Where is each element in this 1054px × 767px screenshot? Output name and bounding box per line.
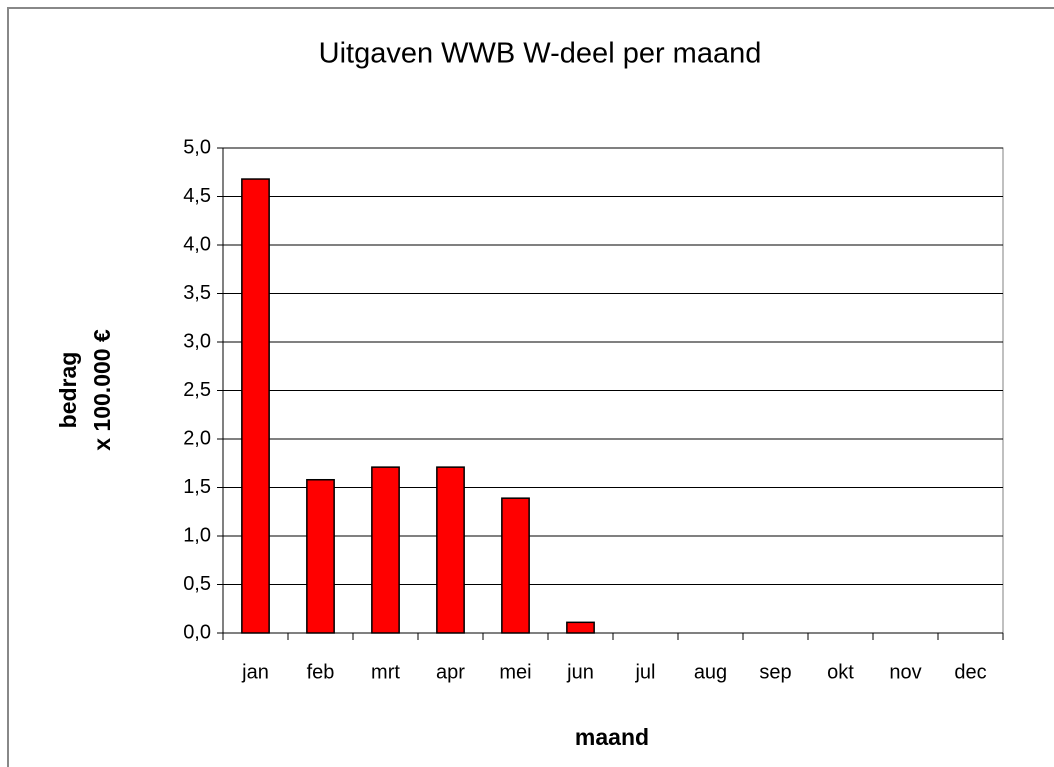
y-tick-label: 0,5 [183,573,211,595]
x-tick-label: apr [436,661,465,683]
x-tick-label: nov [889,661,921,683]
bar [501,497,530,634]
x-axis-label: maand [575,724,649,750]
y-axis-label-line: x 100.000 € [89,329,115,451]
y-tick-label: 1,5 [183,476,211,498]
x-tick-label: feb [307,661,335,683]
y-tick-label: 5,0 [183,136,211,158]
chart-title: Uitgaven WWB W-deel per maand [319,38,762,70]
y-tick-label: 2,5 [183,379,211,401]
y-tick-label: 2,0 [183,427,211,449]
x-tick-label: mei [499,661,531,683]
x-tick-label: mrt [371,661,400,683]
x-tick-label: dec [954,661,986,683]
y-tick-label: 4,0 [183,233,211,255]
x-tick-label: okt [827,661,854,683]
x-tick-label: jan [241,661,269,683]
bar [241,178,270,634]
y-tick-label: 4,5 [183,185,211,207]
bar [371,466,400,634]
y-tick-label: 3,0 [183,330,211,352]
bar [306,478,335,634]
x-tick-label: jun [566,661,594,683]
x-tick-label: jul [634,661,655,683]
y-tick-label: 0,0 [183,621,211,643]
y-axis-label-line: bedrag [55,352,81,429]
y-tick-label: 3,5 [183,282,211,304]
bar [436,466,465,634]
x-tick-label: sep [759,661,791,683]
y-tick-label: 1,0 [183,524,211,546]
y-axis-label: bedrag x 100.000 € [55,329,115,451]
bar [566,621,595,634]
x-tick-label: aug [694,661,727,683]
